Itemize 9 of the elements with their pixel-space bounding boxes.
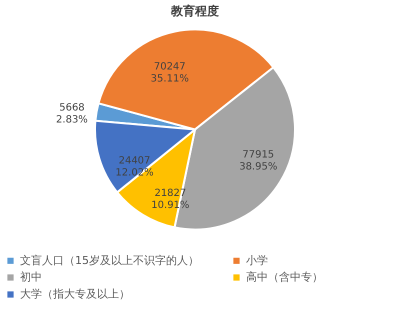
data-label: 77915 38.95% xyxy=(239,149,278,172)
data-label: 5668 2.83% xyxy=(56,102,88,126)
chart-title: 教育程度 xyxy=(170,4,219,18)
legend-label: 小学 xyxy=(246,254,268,267)
legend-label: 文盲人口（15岁及以上不识字的人） xyxy=(20,254,199,267)
legend-label: 初中 xyxy=(20,270,42,284)
legend-label: 高中（含中专） xyxy=(246,270,323,284)
data-label: 70247 35.11% xyxy=(150,61,189,84)
legend-label: 大学（指大专及以上） xyxy=(20,288,130,300)
